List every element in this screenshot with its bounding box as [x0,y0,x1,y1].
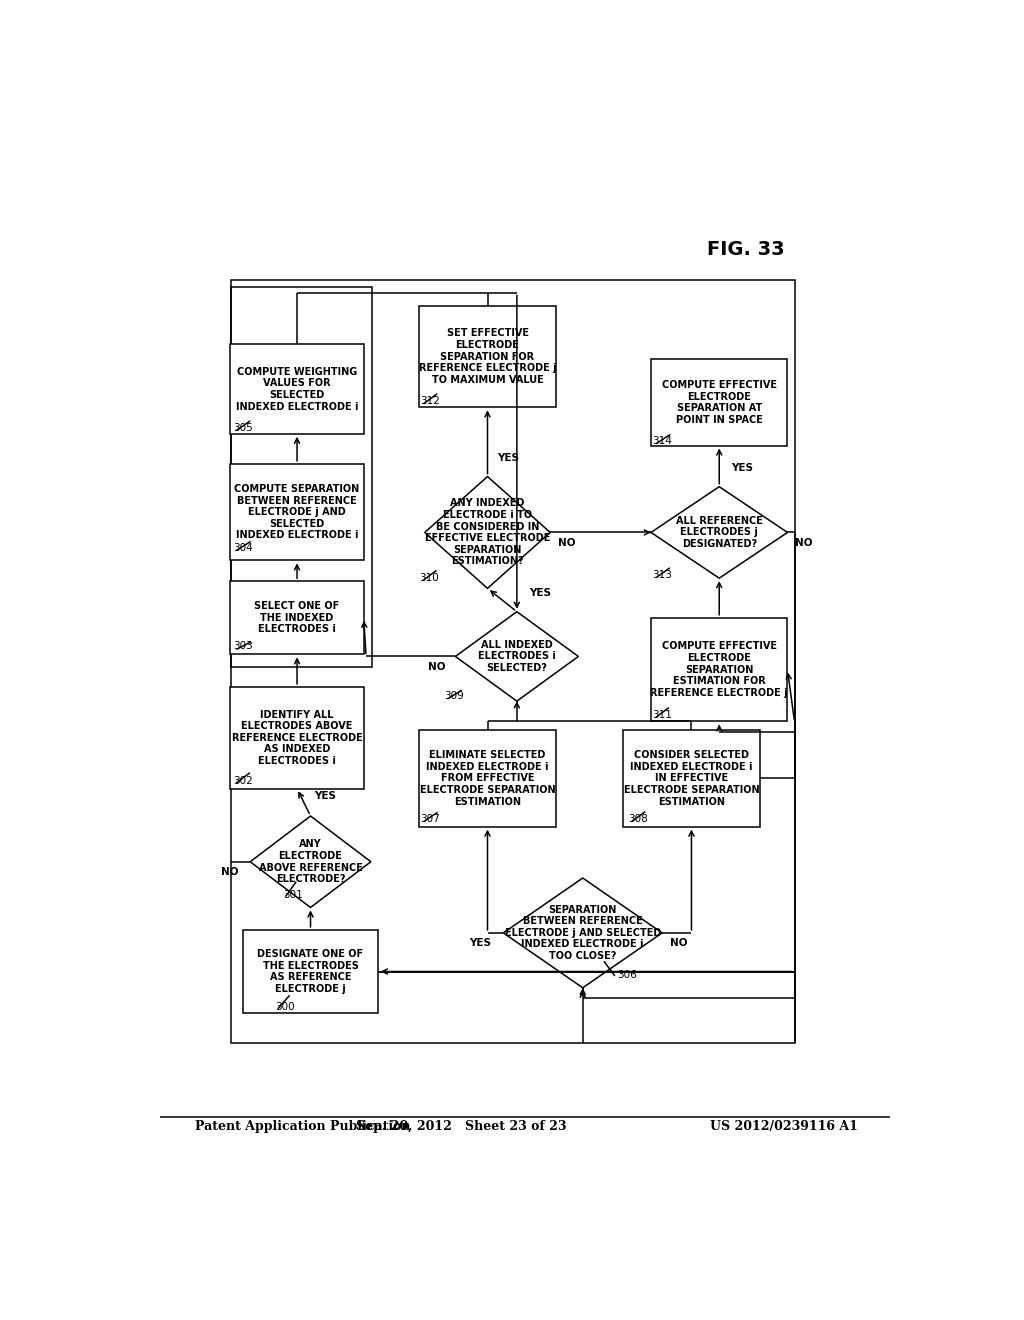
Text: 312: 312 [420,396,440,407]
Bar [624,730,760,826]
Text: DESIGNATE ONE OF
THE ELECTRODES
AS REFERENCE
ELECTRODE j: DESIGNATE ONE OF THE ELECTRODES AS REFER… [257,949,364,994]
Text: ANY INDEXED
ELECTRODE i TO
BE CONSIDERED IN
EFFECTIVE ELECTRODE
SEPARATION
ESTIM: ANY INDEXED ELECTRODE i TO BE CONSIDERED… [425,499,550,566]
Text: NO: NO [558,537,575,548]
Text: NO: NO [670,939,687,948]
Text: ANY
ELECTRODE
ABOVE REFERENCE
ELECTRODE?: ANY ELECTRODE ABOVE REFERENCE ELECTRODE? [259,840,362,884]
Text: 304: 304 [232,543,253,553]
Text: 303: 303 [232,642,253,651]
Text: IDENTIFY ALL
ELECTRODES ABOVE
REFERENCE ELECTRODE
AS INDEXED
ELECTRODES i: IDENTIFY ALL ELECTRODES ABOVE REFERENCE … [231,710,362,766]
Bar [243,929,378,1014]
Text: YES: YES [528,589,551,598]
Text: Patent Application Publication: Patent Application Publication [196,1119,411,1133]
Text: 308: 308 [628,814,648,824]
Text: 305: 305 [232,422,253,433]
Text: YES: YES [313,791,336,801]
Polygon shape [651,487,787,578]
Bar [419,306,556,408]
Bar [230,345,364,434]
Text: COMPUTE WEIGHTING
VALUES FOR
SELECTED
INDEXED ELECTRODE i: COMPUTE WEIGHTING VALUES FOR SELECTED IN… [236,367,358,412]
Text: ELIMINATE SELECTED
INDEXED ELECTRODE i
FROM EFFECTIVE
ELECTRODE SEPARATION
ESTIM: ELIMINATE SELECTED INDEXED ELECTRODE i F… [420,750,555,807]
Bar [651,618,787,722]
Text: 301: 301 [283,891,302,900]
Polygon shape [250,816,371,907]
Text: 314: 314 [652,436,673,446]
Polygon shape [456,611,579,701]
Text: 307: 307 [420,814,439,824]
Text: NO: NO [221,867,239,876]
Bar [651,359,787,446]
Polygon shape [504,878,663,987]
Text: 313: 313 [652,570,673,581]
Text: CONSIDER SELECTED
INDEXED ELECTRODE i
IN EFFECTIVE
ELECTRODE SEPARATION
ESTIMATI: CONSIDER SELECTED INDEXED ELECTRODE i IN… [624,750,759,807]
Text: YES: YES [731,463,753,474]
Bar [231,288,372,667]
Text: 310: 310 [419,573,439,583]
Bar [231,280,795,1043]
Text: 309: 309 [443,692,464,701]
Text: SET EFFECTIVE
ELECTRODE
SEPARATION FOR
REFERENCE ELECTRODE j
TO MAXIMUM VALUE: SET EFFECTIVE ELECTRODE SEPARATION FOR R… [419,329,556,385]
Text: US 2012/0239116 A1: US 2012/0239116 A1 [711,1119,858,1133]
Bar [230,463,364,561]
Bar [230,581,364,655]
Text: SEPARATION
BETWEEN REFERENCE
ELECTRODE j AND SELECTED
INDEXED ELECTRODE i
TOO CL: SEPARATION BETWEEN REFERENCE ELECTRODE j… [505,904,660,961]
Text: 302: 302 [232,776,253,785]
Text: COMPUTE SEPARATION
BETWEEN REFERENCE
ELECTRODE j AND
SELECTED
INDEXED ELECTRODE : COMPUTE SEPARATION BETWEEN REFERENCE ELE… [234,484,359,540]
Text: ALL INDEXED
ELECTRODES i
SELECTED?: ALL INDEXED ELECTRODES i SELECTED? [478,640,556,673]
Text: 300: 300 [274,1002,295,1012]
Text: SELECT ONE OF
THE INDEXED
ELECTRODES i: SELECT ONE OF THE INDEXED ELECTRODES i [254,601,340,635]
Text: COMPUTE EFFECTIVE
ELECTRODE
SEPARATION AT
POINT IN SPACE: COMPUTE EFFECTIVE ELECTRODE SEPARATION A… [662,380,777,425]
Text: 306: 306 [617,970,637,979]
Text: FIG. 33: FIG. 33 [708,240,785,259]
Text: NO: NO [428,661,445,672]
Bar [230,686,364,788]
Text: YES: YES [497,453,519,463]
Text: COMPUTE EFFECTIVE
ELECTRODE
SEPARATION
ESTIMATION FOR
REFERENCE ELECTRODE j: COMPUTE EFFECTIVE ELECTRODE SEPARATION E… [650,642,788,698]
Polygon shape [425,477,550,589]
Text: NO: NO [796,537,813,548]
Text: 311: 311 [652,710,672,721]
Bar [419,730,556,826]
Text: ALL REFERENCE
ELECTRODES j
DESIGNATED?: ALL REFERENCE ELECTRODES j DESIGNATED? [676,516,763,549]
Text: YES: YES [469,939,492,948]
Text: Sep. 20, 2012   Sheet 23 of 23: Sep. 20, 2012 Sheet 23 of 23 [356,1119,566,1133]
